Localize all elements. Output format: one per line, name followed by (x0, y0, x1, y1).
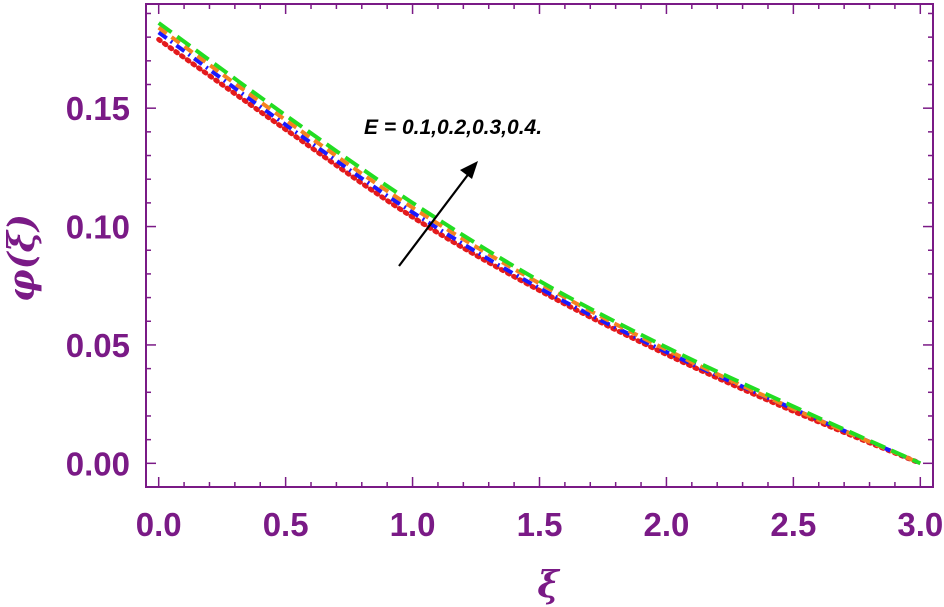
x-tick-label: 1.0 (390, 506, 436, 543)
tick-labels: 0.0 0.5 1.0 1.5 2.0 2.5 3.0 0.00 0.05 0.10 0.15 (66, 90, 943, 543)
x-tick-label: 0.0 (136, 506, 182, 543)
x-tick-label: 3.0 (897, 506, 943, 543)
series-line-2 (157, 30, 922, 466)
y-tick-label: 0.15 (66, 90, 130, 127)
x-tick-label: 2.5 (770, 506, 816, 543)
annotation-layer: E = 0.1,0.2,0.3,0.4. (364, 116, 542, 267)
y-tick-label: 0.10 (66, 209, 130, 246)
x-axis-label: ξ (537, 564, 560, 606)
x-tick-label: 0.5 (263, 506, 309, 543)
series-line-3 (157, 26, 922, 466)
y-tick-label: 0.05 (66, 327, 130, 364)
y-tick-label: 0.00 (66, 445, 130, 482)
axis-ticks (146, 4, 933, 488)
x-tick-label: 1.5 (517, 506, 563, 543)
annotation-arrowhead (460, 161, 478, 179)
series-layer (156, 21, 923, 466)
annotation-arrow (398, 171, 471, 267)
annotation-text: E = 0.1,0.2,0.3,0.4. (364, 116, 542, 139)
series-line-4 (157, 21, 922, 466)
y-axis-label: φ(ξ) (1, 214, 43, 302)
series-line-1 (156, 37, 923, 466)
x-tick-label: 2.0 (643, 506, 689, 543)
